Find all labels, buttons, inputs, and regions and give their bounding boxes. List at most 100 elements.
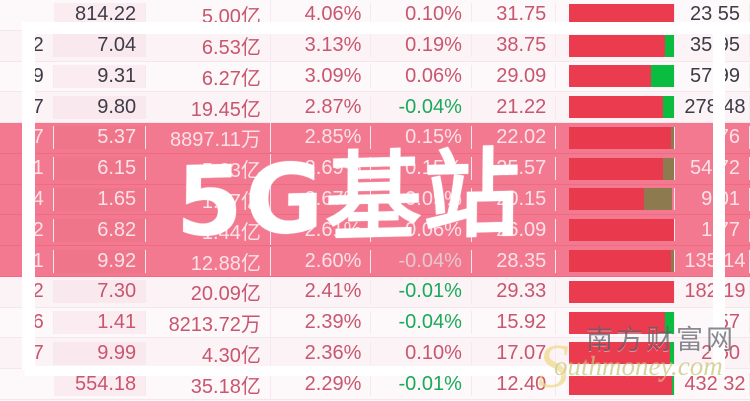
bar-segment-green [665,312,675,334]
bar-segment-green [651,65,675,87]
bar-segment-red [569,35,665,57]
cell-ratio-bar [556,219,675,241]
white-occlusion-band-bottom [25,366,725,376]
bar-segment-red [569,219,675,241]
cell-ratio-bar [556,342,675,364]
white-occlusion-band-left [22,22,35,370]
cell-value: 29.09 [472,65,556,88]
cell-change-percent: 2.36% [271,342,372,365]
cell-amount: 6.27亿 [146,62,271,91]
cell-value: 17.07 [472,342,556,365]
cell-amount: 1.97亿 [146,185,271,214]
cell-amount: 1.44亿 [146,216,271,245]
cell-change-percent: 2.69% [271,157,372,180]
cell-ratio-bar [556,250,675,272]
cell-amount: 4.30亿 [146,339,271,368]
cell-amount: 8213.72万 [146,308,271,337]
cell-change-percent: 2.41% [271,280,372,303]
bar-segment-red [569,65,651,87]
white-occlusion-band-top [25,22,750,34]
cell-price: 6.15 [54,157,146,180]
bar-segment-red [569,373,672,395]
cell-ratio-bar [556,35,675,57]
cell-change-percent: 2.67% [271,188,372,211]
cell-change-value: 0.06% [371,65,472,88]
cell-ratio-bar [556,158,675,180]
cell-amount: 6.53亿 [146,31,271,60]
cell-change-value: 0.15% [371,126,472,149]
cell-value: 20.15 [472,188,556,211]
bar-segment-red [569,158,663,180]
cell-change-value: 0.10% [371,342,472,365]
cell-price: 6.82 [54,219,146,242]
bar-segment-red [569,250,671,272]
cell-price: 1.41 [54,311,146,334]
cell-ratio-bar [556,96,675,118]
cell-change-value: -0.04% [371,311,472,334]
bar-segment-red [569,188,643,210]
cell-change-value: 0.15% [371,157,472,180]
cell-amount: 5.63亿 [146,154,271,183]
cell-ratio-bar [556,373,675,395]
cell-value: 38.75 [472,34,556,57]
cell-change-value: -0.01% [371,373,472,396]
cell-change-value: 0.09% [371,188,472,211]
cell-change-value: -0.04% [371,250,472,273]
cell-amount: 8897.11万 [146,123,271,152]
cell-price: 9.99 [54,342,146,365]
cell-ratio-bar [556,312,675,334]
cell-price: 9.31 [54,65,146,88]
bar-segment-red [569,127,671,149]
cell-change-value: -0.01% [371,280,472,303]
cell-ratio-bar [556,65,675,87]
bar-segment-red [569,312,665,334]
cell-price: 7.04 [54,34,146,57]
cell-total: 432 32 [675,373,750,396]
cell-amount: 19.45亿 [146,93,271,122]
cell-price: 554.18 [54,373,146,396]
white-occlusion-band-right [713,22,725,370]
cell-amount: 20.09亿 [146,277,271,306]
cell-ratio-bar [556,281,675,303]
cell-value: 25.57 [472,157,556,180]
cell-price: 7.30 [54,280,146,303]
cell-change-percent: 2.61% [271,219,372,242]
bar-segment-green [665,35,675,57]
cell-change-percent: 2.60% [271,250,372,273]
bar-segment-red [569,96,663,118]
cell-change-percent: 2.87% [271,96,372,119]
cell-value: 15.92 [472,311,556,334]
cell-value: 21.22 [472,96,556,119]
cell-price: 9.80 [54,96,146,119]
cell-price: 9.92 [54,250,146,273]
cell-value: 29.33 [472,280,556,303]
cell-change-percent: 2.39% [271,311,372,334]
cell-change-value: 0.06% [371,219,472,242]
bar-segment-green [663,96,675,118]
cell-amount: 12.88亿 [146,247,271,276]
cell-change-percent: 2.29% [271,373,372,396]
cell-change-percent: 3.09% [271,65,372,88]
bar-segment-green [644,188,673,210]
cell-value: 28.35 [472,250,556,273]
cell-ratio-bar [556,188,675,210]
cell-value: 26.09 [472,219,556,242]
bar-segment-red [569,281,675,303]
bar-segment-red [569,342,670,364]
cell-ratio-bar [556,127,675,149]
cell-price: 1.65 [54,188,146,211]
cell-change-value: 0.19% [371,34,472,57]
cell-change-value: -0.04% [371,96,472,119]
